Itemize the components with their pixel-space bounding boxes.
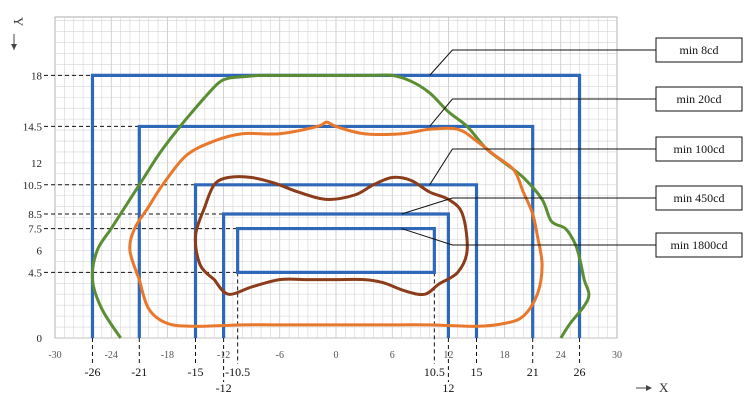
iso-curve — [193, 175, 469, 297]
x-arrow-head — [646, 385, 652, 391]
iso-curves — [90, 73, 591, 339]
boundary-label: 21 — [527, 365, 539, 379]
x-tick-label: -18 — [161, 350, 174, 361]
x-tick-label: -6 — [276, 350, 284, 361]
iso-curve — [128, 120, 544, 328]
y-tick-label: 14.5 — [23, 121, 43, 133]
legend-box — [655, 136, 743, 162]
y-tick-label: 6 — [37, 245, 43, 257]
x-tick-label: 24 — [556, 350, 566, 361]
boundary-label: -15 — [188, 365, 204, 379]
boundary-label: 26 — [574, 365, 586, 379]
y-tick-label: 10.5 — [23, 180, 43, 192]
iso-curve — [90, 73, 591, 339]
legend-label: min 1800cd — [671, 238, 728, 252]
boundary-label: 12 — [442, 381, 454, 395]
x-tick-label: 6 — [390, 350, 395, 361]
y-tick-label: 12 — [31, 158, 42, 170]
intensity-rectangle — [236, 226, 436, 274]
x-tick-label: 18 — [500, 350, 510, 361]
x-tick-label: 30 — [612, 350, 622, 361]
legend: min 8cd min 20cd min 100cd min 450cd min 180… — [401, 37, 743, 258]
y-tick-label: 8.5 — [28, 209, 42, 221]
x-tick-label: -30 — [48, 350, 61, 361]
x-tick-label: 0 — [334, 350, 339, 361]
x-tick-label: 12 — [443, 350, 453, 361]
x-axis-label: X — [636, 380, 669, 395]
boundary-label: -12 — [216, 381, 232, 395]
boundary-label: 15 — [471, 365, 483, 379]
x-axis-name: X — [659, 380, 669, 395]
legend-box — [655, 185, 743, 211]
tick-labels: -30 -24 -18 -12 -6 0 6 12 18 24 30 0 4.5 6 7.5 8.5 10.5 1… — [23, 70, 622, 395]
intensity-rectangle — [193, 183, 479, 338]
boundary-label: 10.5 — [424, 365, 445, 379]
legend-leader-line — [429, 49, 656, 76]
boundary-label: -10.5 — [225, 365, 250, 379]
intensity-rectangle — [222, 212, 450, 338]
y-tick-label: 4.5 — [28, 267, 42, 279]
legend-leader-line — [429, 148, 656, 186]
y-tick-label: 18 — [31, 70, 43, 82]
x-tick-label: -12 — [217, 350, 230, 361]
x-tick-label: -24 — [105, 350, 118, 361]
y-tick-label: 7.5 — [28, 224, 42, 236]
y-axis-label: Y — [11, 17, 26, 50]
legend-box — [655, 37, 743, 63]
boundary-label: -26 — [84, 365, 100, 379]
boundary-label: -21 — [131, 365, 147, 379]
legend-label: min 8cd — [680, 43, 719, 57]
legend-leader-line — [429, 98, 656, 127]
legend-leader-line — [401, 228, 656, 246]
y-axis-name: Y — [11, 17, 26, 27]
y-tick-label: 0 — [37, 333, 43, 345]
legend-box — [655, 86, 743, 112]
legend-label: min 100cd — [674, 142, 725, 156]
legend-leader-line — [401, 197, 656, 215]
y-arrow-head — [11, 44, 17, 50]
legend-label: min 20cd — [677, 92, 722, 106]
legend-label: min 450cd — [674, 191, 725, 205]
legend-box — [655, 232, 743, 258]
